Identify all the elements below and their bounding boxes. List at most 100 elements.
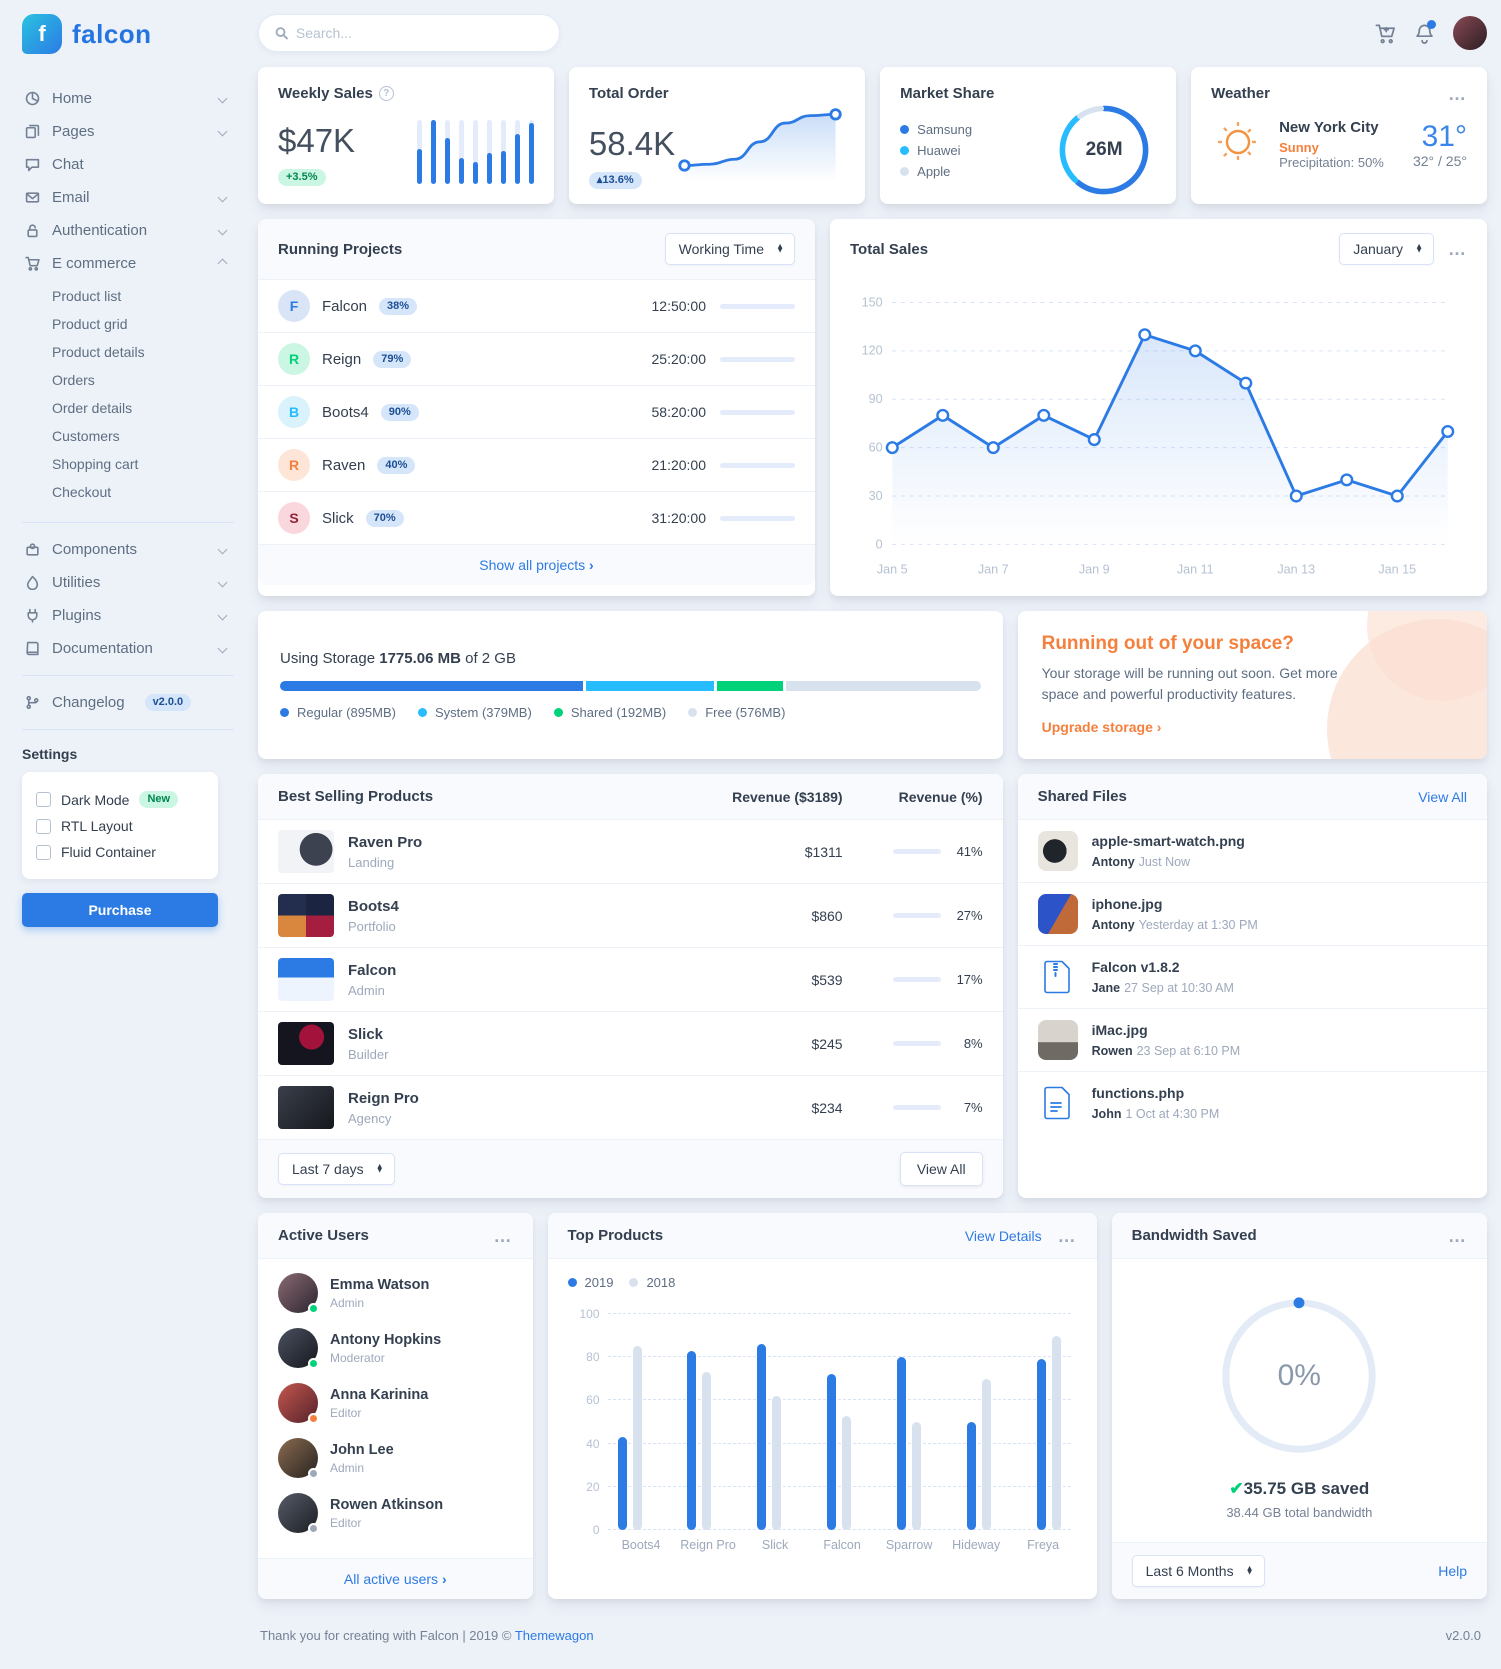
- sidebar-item-checkout[interactable]: Checkout: [52, 484, 112, 500]
- svg-text:Jan 7: Jan 7: [978, 562, 1009, 576]
- rtl-checkbox[interactable]: [36, 818, 51, 834]
- view-all-link[interactable]: View All: [1418, 788, 1467, 805]
- sidebar-item-utilities[interactable]: Utilities: [22, 566, 234, 599]
- avatar[interactable]: [1453, 16, 1487, 50]
- progress-badge: 38%: [379, 297, 418, 315]
- email-icon: [24, 190, 40, 206]
- total-sales-chart: 0 30 60 90 120 150 Jan 5 Jan 7 Jan 9 Jan 11 Jan 13…: [830, 279, 1487, 596]
- more-icon[interactable]: [1448, 1231, 1467, 1241]
- status-badge: [308, 1413, 319, 1424]
- avatar: [278, 1493, 319, 1534]
- weekly-sales-badge: +3.5%: [278, 169, 326, 186]
- project-row: F Falcon 38% 12:50:00: [258, 280, 815, 332]
- list-item: Falcon v1.8.2 Jane 27 Sep at 10:30 AM: [1017, 945, 1487, 1008]
- list-item: Rowen Atkinson Editor: [278, 1493, 513, 1534]
- purchase-button[interactable]: Purchase: [22, 893, 218, 927]
- sidebar-item-ecommerce[interactable]: E commerce: [22, 247, 234, 280]
- svg-text:Jan 13: Jan 13: [1277, 562, 1315, 576]
- x-axis-label: Sparrow: [885, 1538, 933, 1552]
- list-item: iMac.jpg Rowen 23 Sep at 6:10 PM: [1017, 1008, 1487, 1071]
- sort-arrows-icon: ▲ ▼: [1245, 1563, 1254, 1577]
- show-all-projects-link[interactable]: Show all projects: [479, 557, 593, 573]
- dark-mode-checkbox[interactable]: [36, 792, 51, 807]
- project-time: 31:20:00: [651, 510, 707, 526]
- months-select[interactable]: Last 6 Months ▲ ▼: [1131, 1555, 1265, 1587]
- gauge-percent: 0%: [1277, 1359, 1321, 1392]
- avatar: [278, 1383, 319, 1424]
- market-share-total: 26M: [1085, 139, 1123, 160]
- sidebar-item-pages[interactable]: Pages: [22, 115, 234, 148]
- sidebar-item-product-grid[interactable]: Product grid: [52, 316, 128, 332]
- help-link[interactable]: Help: [1438, 1563, 1467, 1579]
- month-select[interactable]: January ▲ ▼: [1339, 233, 1434, 265]
- more-icon[interactable]: [1448, 89, 1467, 99]
- progress-bar: [720, 409, 795, 415]
- fluid-container-option[interactable]: Fluid Container: [36, 839, 204, 865]
- market-share-donut: 26M: [1056, 102, 1152, 198]
- fluid-checkbox[interactable]: [36, 844, 51, 860]
- shared-files-list: apple-smart-watch.png Antony Just Now ipho…: [1017, 820, 1487, 1134]
- bandwidth-gauge: 0% 35.75 GB saved 38.44 GB total bandwid…: [1112, 1259, 1487, 1542]
- book-icon: [24, 641, 40, 657]
- dark-mode-option[interactable]: Dark Mode New: [36, 786, 204, 813]
- svg-text:Jan 5: Jan 5: [877, 562, 908, 576]
- topbar-icons: [1375, 16, 1487, 50]
- legend-dot: [688, 708, 698, 717]
- themewagon-link[interactable]: Themewagon: [514, 1628, 594, 1643]
- bar-group: [687, 1314, 712, 1530]
- view-all-button[interactable]: View All: [899, 1152, 983, 1186]
- list-item: iphone.jpg Antony Yesterday at 1:30 PM: [1017, 882, 1487, 945]
- sidebar-item-documentation[interactable]: Documentation: [22, 632, 234, 665]
- sidebar-item-components[interactable]: Components: [22, 533, 234, 566]
- help-icon[interactable]: [378, 86, 394, 101]
- more-icon[interactable]: [1448, 244, 1467, 254]
- sidebar-item-changelog[interactable]: Changelog v2.0.0: [22, 686, 234, 719]
- bar: [911, 1422, 921, 1530]
- legend-dot: [553, 708, 563, 717]
- legend-item: Free (576MB): [688, 705, 785, 720]
- cart-icon[interactable]: [1375, 23, 1396, 44]
- chevron-up-icon: [217, 258, 228, 269]
- chevron-down-icon: [217, 544, 228, 555]
- card-title: Weekly Sales: [278, 85, 373, 102]
- sidebar-item-orders[interactable]: Orders: [52, 372, 95, 388]
- sidebar-item-product-list[interactable]: Product list: [52, 288, 122, 304]
- svg-text:60: 60: [869, 441, 883, 455]
- upgrade-storage-link[interactable]: Upgrade storage: [1042, 719, 1162, 735]
- all-active-users-link[interactable]: All active users: [344, 1571, 447, 1587]
- sidebar-item-home[interactable]: Home: [22, 82, 234, 115]
- sidebar-item-chat[interactable]: Chat: [22, 148, 234, 181]
- bar: [430, 120, 436, 184]
- logo[interactable]: f falcon: [22, 14, 234, 54]
- status-badge: [308, 1523, 319, 1534]
- date-range-select[interactable]: Last 7 days ▲ ▼: [278, 1153, 395, 1185]
- more-icon[interactable]: [494, 1231, 513, 1241]
- sidebar-item-email[interactable]: Email: [22, 181, 234, 214]
- card-title: Market Share: [900, 85, 995, 102]
- project-row: B Boots4 90% 58:20:00: [258, 385, 815, 438]
- sidebar-item-authentication[interactable]: Authentication: [22, 214, 234, 247]
- sidebar-item-plugins[interactable]: Plugins: [22, 599, 234, 632]
- table-row: Falcon Admin $539 17%: [258, 947, 1003, 1011]
- chevron-down-icon: [217, 192, 228, 203]
- rtl-layout-option[interactable]: RTL Layout: [36, 813, 204, 839]
- status-badge: [308, 1303, 319, 1314]
- sidebar-item-product-details[interactable]: Product details: [52, 344, 145, 360]
- list-item: Emma Watson Admin: [278, 1273, 513, 1314]
- topbar: [258, 14, 1487, 52]
- sidebar-item-customers[interactable]: Customers: [52, 428, 120, 444]
- storage-segment: [717, 681, 783, 691]
- avatar: [278, 1328, 319, 1369]
- bell-icon[interactable]: [1414, 19, 1436, 44]
- sidebar-item-order-details[interactable]: Order details: [52, 400, 133, 416]
- view-details-link[interactable]: View Details: [964, 1227, 1042, 1244]
- bar: [632, 1346, 642, 1530]
- working-time-select[interactable]: Working Time ▲ ▼: [664, 233, 795, 265]
- storage-segment: [785, 681, 981, 691]
- sort-arrows-icon: ▲ ▼: [776, 241, 784, 255]
- sidebar-item-shopping-cart[interactable]: Shopping cart: [52, 456, 139, 472]
- search-box[interactable]: [258, 14, 560, 52]
- best-selling-products-card: Best Selling Products Revenue ($3189) Re…: [258, 774, 1003, 1198]
- more-icon[interactable]: [1058, 1231, 1077, 1241]
- search-input[interactable]: [295, 25, 543, 41]
